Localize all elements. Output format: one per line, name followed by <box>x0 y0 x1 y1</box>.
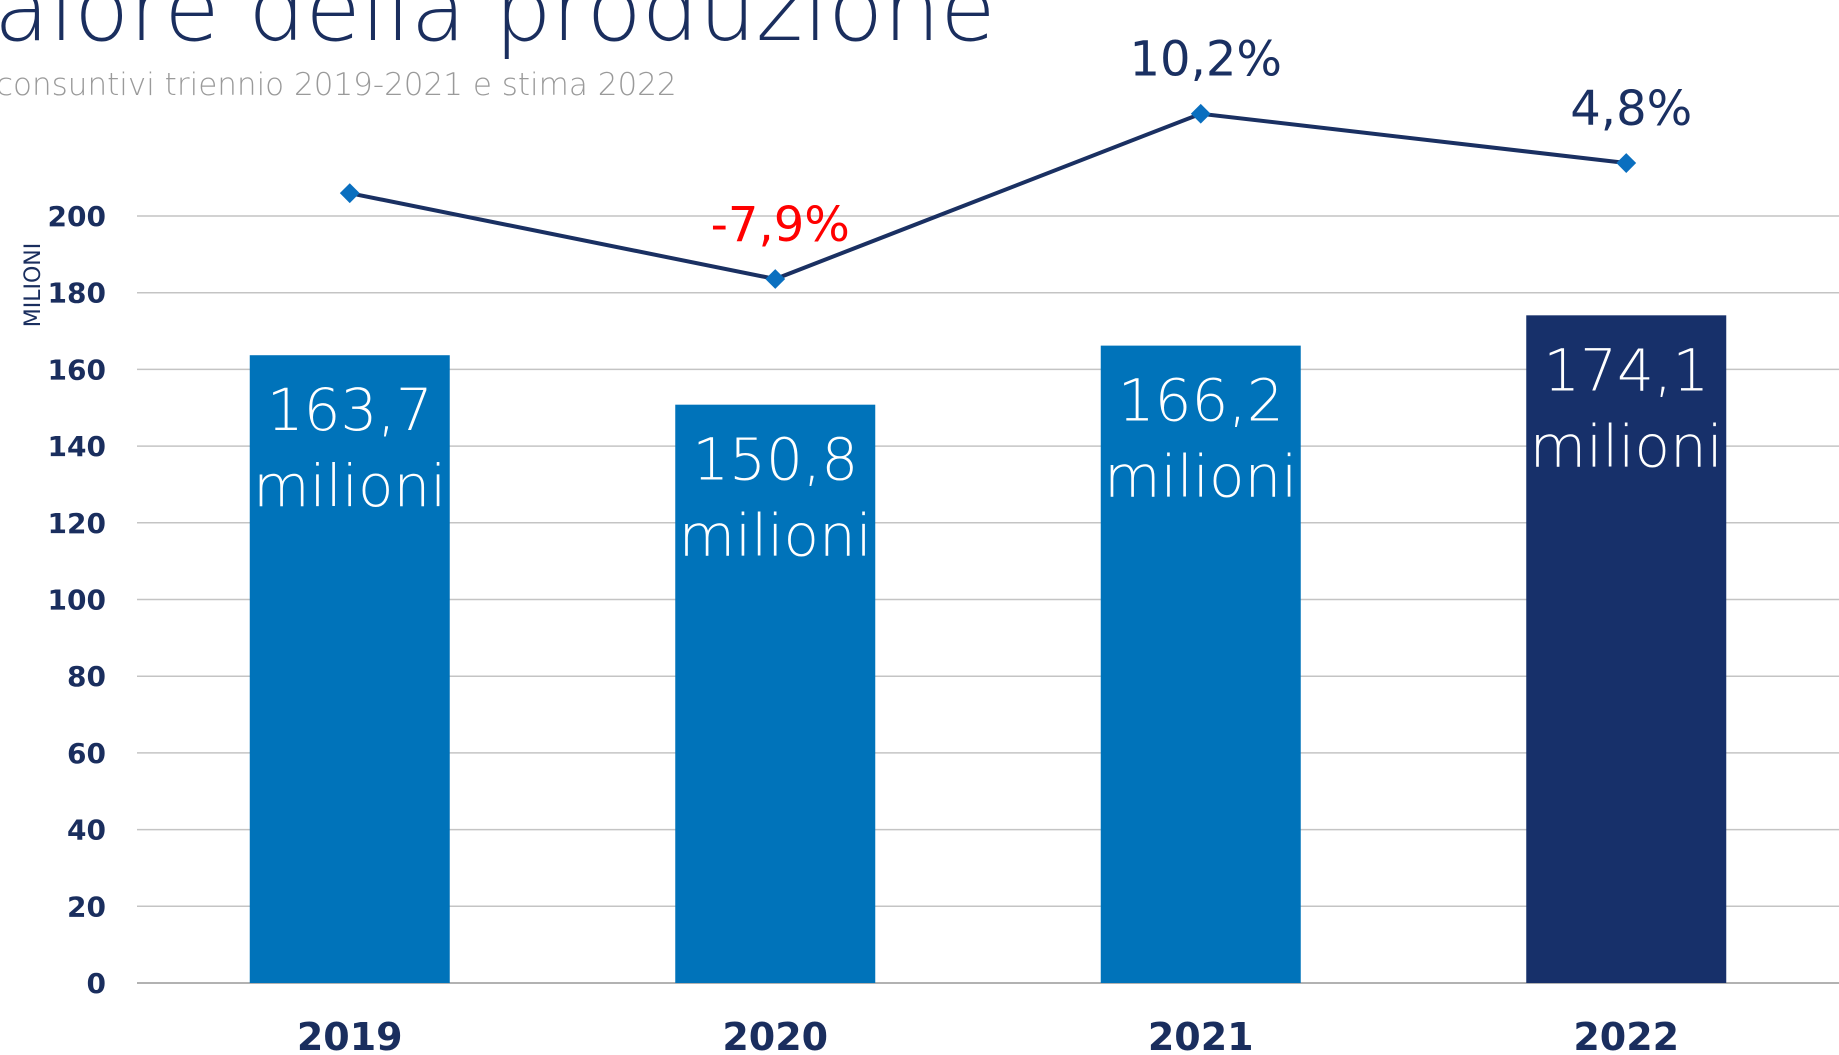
bar-value-label: 174,1 milioni <box>1530 336 1723 480</box>
line-marker <box>1190 103 1211 124</box>
x-tick-label: 2020 <box>722 1015 828 1055</box>
y-tick-label: 100 <box>48 584 106 617</box>
bar-value-label: 150,8 milioni <box>679 426 872 570</box>
y-axis-label: MILIONI <box>21 243 46 327</box>
x-tick-label: 2019 <box>297 1015 403 1055</box>
line-marker <box>765 269 786 289</box>
y-tick-label: 20 <box>67 890 106 923</box>
line-value-label: -7,9% <box>711 197 850 253</box>
y-tick-label: 0 <box>87 967 106 1000</box>
bar <box>1526 315 1727 983</box>
line-marker <box>1616 153 1637 173</box>
chart-subtitle: consuntivi triennio 2019-2021 e stima 20… <box>0 67 677 103</box>
x-tick-label: 2022 <box>1573 1015 1679 1055</box>
bar-value-label: 166,2 milioni <box>1104 367 1297 511</box>
y-tick-label: 200 <box>48 200 106 233</box>
y-tick-label: 80 <box>67 660 106 693</box>
line <box>349 111 1627 282</box>
bar <box>675 404 876 983</box>
y-tick-label: 160 <box>48 353 106 386</box>
y-tick-label: 40 <box>67 814 106 847</box>
y-tick-label: 120 <box>48 507 106 540</box>
x-tick-label: 2021 <box>1148 1015 1254 1055</box>
line-value-label: 4,8% <box>1570 81 1692 137</box>
chart-title: alore della produzione <box>0 0 996 62</box>
line-marker <box>339 183 360 204</box>
bar-value-label: 163,7 milioni <box>253 376 446 520</box>
y-tick-label: 140 <box>48 430 106 463</box>
line-value-label: 10,2% <box>1130 32 1282 88</box>
bar <box>249 355 450 983</box>
y-tick-label: 180 <box>48 277 106 310</box>
y-tick-label: 60 <box>67 737 106 770</box>
bar <box>1100 345 1301 983</box>
